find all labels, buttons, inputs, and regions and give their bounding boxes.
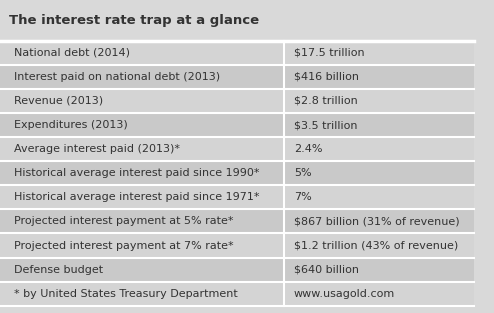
- FancyBboxPatch shape: [0, 41, 474, 65]
- FancyBboxPatch shape: [0, 209, 474, 233]
- Text: $640 billion: $640 billion: [294, 264, 359, 275]
- FancyBboxPatch shape: [0, 185, 474, 209]
- Text: Revenue (2013): Revenue (2013): [14, 96, 103, 106]
- Text: Defense budget: Defense budget: [14, 264, 103, 275]
- Text: $416 billion: $416 billion: [294, 72, 359, 82]
- FancyBboxPatch shape: [0, 0, 474, 41]
- FancyBboxPatch shape: [0, 137, 474, 161]
- FancyBboxPatch shape: [0, 89, 474, 113]
- FancyBboxPatch shape: [0, 65, 474, 89]
- Text: The interest rate trap at a glance: The interest rate trap at a glance: [9, 14, 260, 27]
- Text: www.usagold.com: www.usagold.com: [294, 289, 395, 299]
- Text: Interest paid on national debt (2013): Interest paid on national debt (2013): [14, 72, 220, 82]
- Text: 5%: 5%: [294, 168, 311, 178]
- Text: 2.4%: 2.4%: [294, 144, 322, 154]
- Text: National debt (2014): National debt (2014): [14, 48, 130, 58]
- Text: $17.5 trillion: $17.5 trillion: [294, 48, 365, 58]
- Text: Expenditures (2013): Expenditures (2013): [14, 120, 128, 130]
- Text: $867 billion (31% of revenue): $867 billion (31% of revenue): [294, 216, 459, 226]
- Text: Projected interest payment at 5% rate*: Projected interest payment at 5% rate*: [14, 216, 234, 226]
- FancyBboxPatch shape: [0, 233, 474, 258]
- FancyBboxPatch shape: [0, 258, 474, 282]
- FancyBboxPatch shape: [0, 282, 474, 306]
- Text: $1.2 trillion (43% of revenue): $1.2 trillion (43% of revenue): [294, 240, 458, 250]
- Text: $2.8 trillion: $2.8 trillion: [294, 96, 358, 106]
- Text: $3.5 trillion: $3.5 trillion: [294, 120, 357, 130]
- Text: Projected interest payment at 7% rate*: Projected interest payment at 7% rate*: [14, 240, 234, 250]
- Text: Historical average interest paid since 1971*: Historical average interest paid since 1…: [14, 192, 260, 202]
- FancyBboxPatch shape: [0, 113, 474, 137]
- Text: Average interest paid (2013)*: Average interest paid (2013)*: [14, 144, 180, 154]
- FancyBboxPatch shape: [0, 161, 474, 185]
- Text: 7%: 7%: [294, 192, 312, 202]
- Text: * by United States Treasury Department: * by United States Treasury Department: [14, 289, 238, 299]
- Text: Historical average interest paid since 1990*: Historical average interest paid since 1…: [14, 168, 260, 178]
